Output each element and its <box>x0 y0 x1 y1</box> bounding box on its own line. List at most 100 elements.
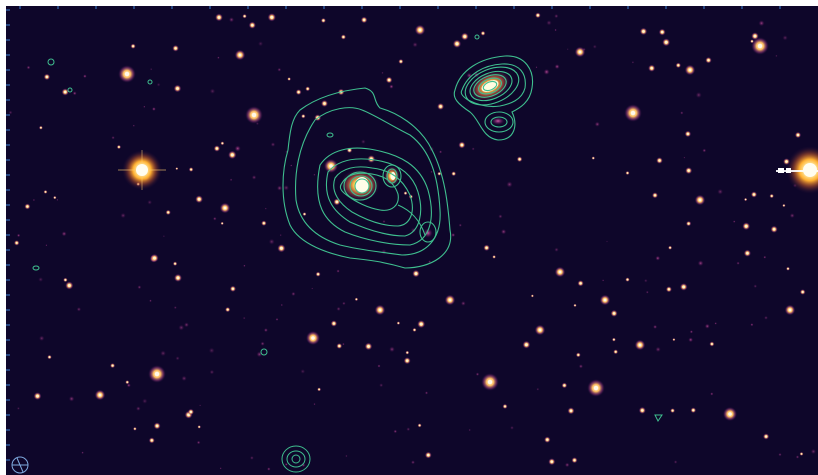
star-core <box>536 14 539 17</box>
faint-source <box>506 181 513 188</box>
star-core <box>197 197 201 201</box>
star-core <box>563 384 566 387</box>
faint-source <box>16 406 20 410</box>
star-core <box>231 287 234 290</box>
star-core <box>280 246 283 250</box>
faint-source <box>151 107 156 111</box>
star-core <box>226 308 229 311</box>
faint-source <box>61 231 67 237</box>
faint-source <box>554 28 557 32</box>
faint-source <box>143 105 146 108</box>
faint-source <box>736 261 740 265</box>
star-core <box>744 224 748 228</box>
beam-marker <box>11 456 29 474</box>
faint-source <box>554 13 559 19</box>
faint-source <box>410 460 416 465</box>
star-core <box>504 405 506 408</box>
star-core <box>579 282 582 285</box>
star-core <box>154 371 160 377</box>
star-core <box>419 322 423 326</box>
radio-contours-upper <box>453 55 534 141</box>
star-core <box>688 68 692 72</box>
faint-source <box>643 278 648 283</box>
faint-source <box>120 212 126 219</box>
faint-source <box>311 287 314 290</box>
faint-source <box>655 255 661 261</box>
star-core <box>263 222 265 225</box>
star-core <box>318 388 320 391</box>
faint-source <box>291 291 296 297</box>
star-core <box>711 343 713 345</box>
faint-source <box>393 429 398 434</box>
faint-source <box>458 223 462 227</box>
faint-source <box>430 170 433 173</box>
faint-source <box>277 67 282 72</box>
faint-source <box>178 324 185 331</box>
faint-source <box>219 467 222 470</box>
faint-source <box>732 220 736 223</box>
faint-source <box>673 460 678 464</box>
faint-source <box>38 335 45 342</box>
faint-source <box>554 247 559 252</box>
star-core <box>348 149 351 152</box>
faint-source <box>234 145 241 152</box>
star-core <box>303 213 306 215</box>
faint-source <box>276 185 283 191</box>
faint-source <box>380 248 387 255</box>
faint-source <box>424 391 429 395</box>
star-core <box>378 308 382 312</box>
faint-source <box>280 303 283 307</box>
faint-source <box>300 368 306 374</box>
star-core <box>251 112 257 118</box>
star-core <box>400 60 402 63</box>
star-core <box>329 164 333 168</box>
faint-source <box>208 347 215 354</box>
faint-source <box>680 111 684 115</box>
faint-source <box>336 306 341 312</box>
faint-source <box>196 440 201 445</box>
upper-galaxy <box>469 70 511 125</box>
faint-source <box>243 264 246 267</box>
faint-source <box>468 428 471 432</box>
star-core <box>707 59 710 62</box>
star-core <box>801 291 804 293</box>
faint-source <box>8 110 13 115</box>
faint-source <box>342 342 345 346</box>
faint-source <box>135 406 141 411</box>
star-core <box>132 45 135 48</box>
star-core <box>638 343 642 347</box>
star-core <box>297 91 300 94</box>
star-core <box>306 88 309 90</box>
faint-source <box>111 135 115 140</box>
star-core <box>221 222 223 224</box>
faint-source <box>789 213 795 219</box>
star-core <box>36 394 39 398</box>
faint-source <box>76 307 82 312</box>
faint-source <box>782 35 788 41</box>
star-core <box>332 322 335 325</box>
star-core <box>752 193 756 196</box>
star-core <box>687 169 690 172</box>
faint-source <box>345 454 348 458</box>
star-core <box>661 30 664 34</box>
star-core <box>669 247 671 249</box>
faint-source <box>260 341 265 346</box>
faint-source <box>758 20 765 27</box>
star-core <box>311 336 315 340</box>
star-core <box>592 157 594 159</box>
faint-source <box>764 315 768 320</box>
faint-source <box>267 467 271 471</box>
star-core <box>667 288 670 291</box>
faint-source <box>83 74 87 79</box>
star-core <box>531 295 533 297</box>
faint-source <box>68 395 75 402</box>
star-core <box>198 426 200 428</box>
star-core <box>485 246 488 249</box>
sky-background <box>6 6 818 475</box>
faint-source <box>16 233 21 238</box>
star-core <box>765 435 768 438</box>
star-core <box>654 194 656 197</box>
star-core <box>687 222 690 225</box>
faint-source <box>689 330 694 334</box>
faint-source <box>710 392 714 396</box>
